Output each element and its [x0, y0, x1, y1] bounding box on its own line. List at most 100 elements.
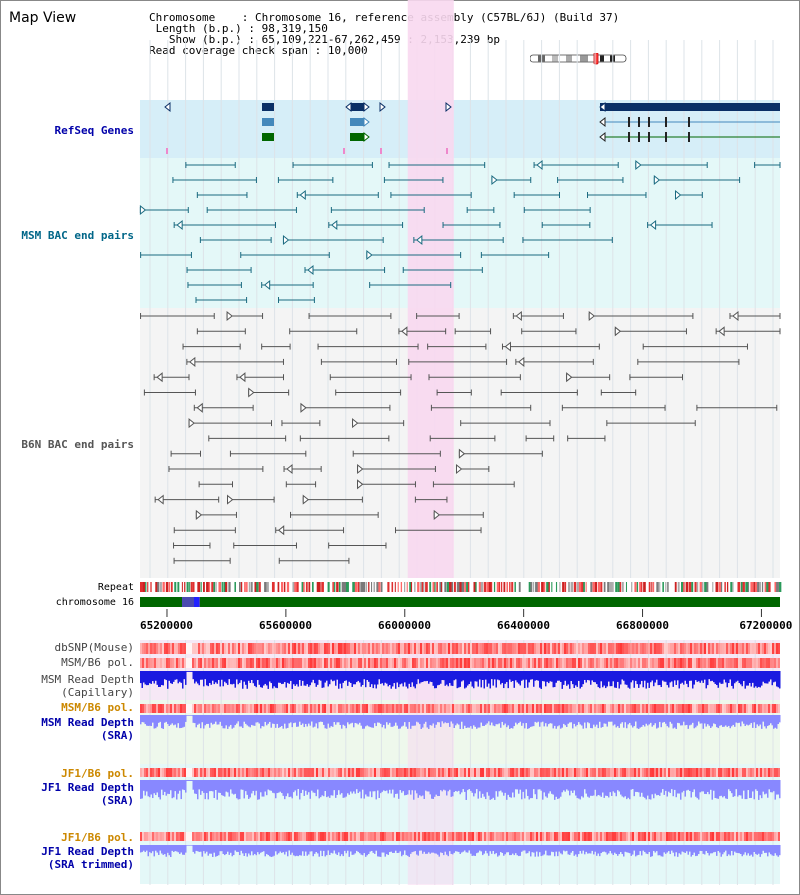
track-label-refseq-genes[interactable]: RefSeq Genes — [54, 124, 134, 137]
msm-depth-capillary-bar — [471, 671, 473, 687]
jf1-depth-sra-bar — [462, 780, 464, 790]
msm-b6-pol-cell — [528, 658, 530, 668]
jf1-b6-pol2-cell — [454, 832, 456, 841]
msm-b6-pol-cell — [416, 658, 418, 668]
msm-b6-pol-cell — [360, 658, 362, 668]
jf1-b6-pol2-cell — [724, 832, 726, 841]
msm-depth-sra-bar — [141, 715, 143, 723]
jf1-depth-sra-bar — [549, 780, 551, 792]
jf1-b6-pol2-cell — [556, 832, 558, 841]
jf1-b6-pol-cell — [356, 768, 358, 777]
msm-b6-pol-cell — [250, 658, 252, 668]
repeat-element — [208, 582, 211, 592]
jf1-depth-sra-bar — [576, 780, 578, 799]
jf1-b6-pol-cell — [634, 768, 636, 777]
dbsnp-cell — [306, 643, 308, 654]
msm-depth-capillary-bar — [261, 671, 263, 688]
jf1-depth-trimmed-bar — [195, 845, 197, 851]
msm-bac-pairs-track[interactable] — [139, 159, 781, 303]
jf1-depth-trimmed-bar — [207, 845, 209, 856]
msm-b6-pol-cell — [252, 658, 254, 668]
msm-depth-capillary-bar — [356, 671, 358, 683]
jf1-b6-pol-cell — [742, 768, 744, 777]
msm-b6-pol2-cell — [258, 704, 260, 713]
jf1-depth-sra-bar — [330, 780, 332, 796]
msm-b6-pol2-cell — [460, 704, 462, 713]
dbsnp-cell — [422, 643, 424, 654]
dbsnp-cell — [384, 643, 386, 654]
msm-depth-sra-bar — [680, 715, 682, 726]
msm-depth-capillary-bar — [324, 671, 326, 683]
jf1-b6-pol2-cell — [174, 832, 176, 841]
jf1-b6-pol2-cell — [620, 832, 622, 841]
b6n-bac-pairs-track[interactable] — [140, 310, 781, 564]
msm-b6-pol2-cell — [632, 704, 634, 713]
dbsnp-cell — [396, 643, 398, 654]
msm-b6-pol-cell — [474, 658, 476, 668]
repeat-element — [352, 582, 356, 592]
msm-bac-pair — [278, 297, 315, 303]
msm-bac-pair — [653, 174, 741, 186]
msm-b6-pol-cell — [564, 658, 566, 668]
dbsnp-cell — [508, 643, 510, 654]
repeat-element — [688, 582, 692, 592]
jf1-depth-trimmed-bar — [387, 845, 389, 856]
jf1-depth-sra-bar — [290, 780, 292, 797]
repeat-element — [535, 582, 538, 592]
msm-depth-capillary-bar — [267, 671, 269, 689]
msm-bac-pair — [466, 207, 495, 213]
jf1-depth-sra-bar — [258, 780, 260, 800]
track-label-b6n-bac[interactable]: B6N BAC end pairs — [21, 438, 134, 451]
track-label-msm-bac[interactable]: MSM BAC end pairs — [21, 229, 134, 242]
jf1-depth-sra-bar — [500, 780, 502, 791]
msm-b6-pol-cell — [660, 658, 662, 668]
jf1-b6-pol-cell — [562, 768, 564, 777]
msm-b6-pol-cell — [744, 658, 746, 668]
msm-depth-sra-bar — [603, 715, 605, 724]
msm-b6-pol-cell — [272, 658, 274, 668]
jf1-b6-pol-cell — [180, 768, 182, 777]
jf1-depth-sra-bar — [669, 780, 671, 794]
jf1-depth-sra-bar — [435, 780, 437, 795]
msm-b6-pol2-cell — [778, 704, 780, 713]
jf1-depth-trimmed-bar — [225, 845, 227, 855]
msm-bac-pair — [754, 162, 781, 168]
repeat-element — [506, 582, 509, 592]
b6n-bac-pair — [193, 402, 254, 413]
jf1-b6-pol2-cell — [576, 832, 578, 841]
repeat-element — [656, 582, 659, 592]
b6n-bac-pair — [458, 448, 543, 459]
jf1-depth-trimmed-bar — [698, 845, 700, 855]
dbsnp-cell — [622, 643, 624, 654]
jf1-depth-trimmed-bar — [777, 845, 779, 857]
region-highlight[interactable] — [407, 0, 454, 885]
b6n-bac-pair — [429, 435, 496, 442]
msm-depth-capillary-bar — [348, 671, 350, 682]
msm-b6-pol-cell — [180, 658, 182, 668]
jf1-depth-trimmed-bar — [738, 845, 740, 854]
dbsnp-cell — [254, 643, 256, 654]
msm-b6-pol-cell — [594, 658, 596, 668]
jf1-depth-trimmed-bar — [431, 845, 433, 853]
jf1-b6-pol2-cell — [170, 832, 172, 841]
dbsnp-cell — [424, 643, 426, 654]
msm-depth-capillary-bar — [305, 671, 307, 686]
msm-b6-pol-cell — [302, 658, 304, 668]
b6n-bac-pair — [427, 343, 487, 350]
jf1-b6-pol-cell — [600, 768, 602, 777]
msm-depth-sra-bar — [642, 715, 644, 726]
dbsnp-cell — [512, 643, 514, 654]
msm-depth-sra-bar — [462, 715, 464, 729]
jf1-depth-trimmed-bar — [305, 845, 307, 852]
jf1-depth-sra-bar — [735, 780, 737, 790]
jf1-depth-trimmed-bar — [537, 845, 539, 857]
dbsnp-cell — [262, 643, 264, 654]
jf1-depth-trimmed-bar — [161, 845, 163, 854]
msm-depth-sra-bar — [693, 715, 695, 729]
b6n-bac-pair — [236, 372, 284, 383]
jf1-depth-sra-bar — [188, 780, 190, 781]
jf1-depth-trimmed-bar — [683, 845, 685, 853]
dbsnp-cell — [620, 643, 622, 654]
refseq-genes-track[interactable] — [164, 101, 780, 154]
jf1-b6-pol-cell — [564, 768, 566, 777]
